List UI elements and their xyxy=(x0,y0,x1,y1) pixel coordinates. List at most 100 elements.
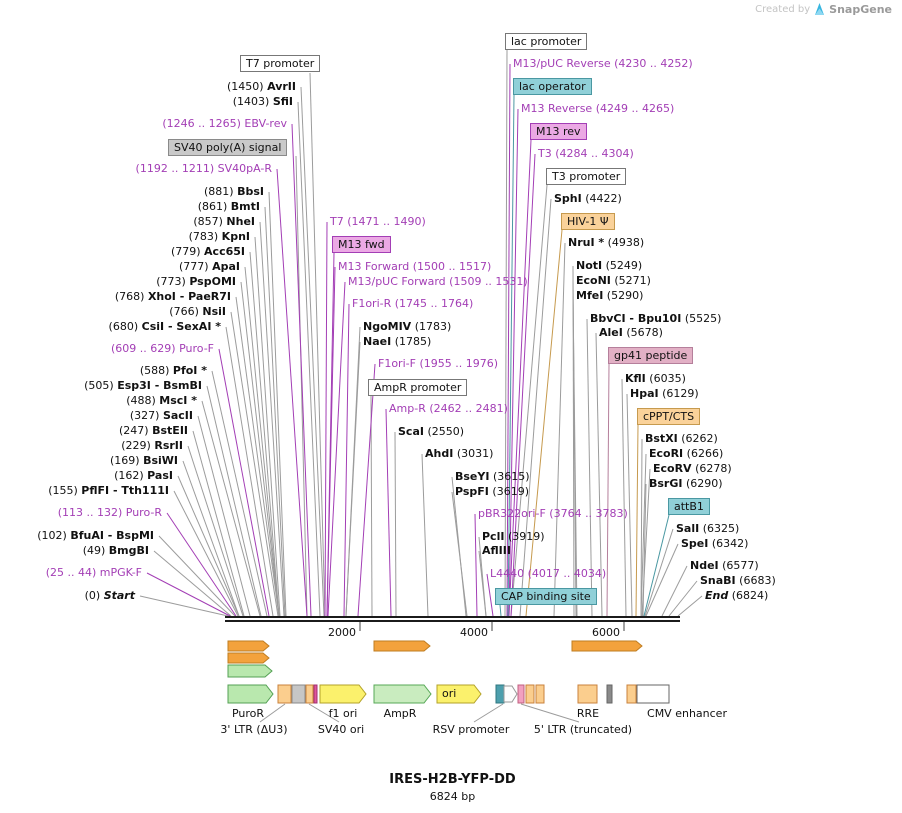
primer-name: T3 xyxy=(538,147,552,160)
primer-name: L4440 xyxy=(490,567,525,580)
primer-name: SV40pA-R xyxy=(217,162,272,175)
site-pos: (777) xyxy=(179,260,209,273)
primer-label-f1ori-r: F1ori-R (1745 .. 1764) xyxy=(352,297,473,311)
feature-cmv-box xyxy=(636,684,670,704)
feature-dark-box xyxy=(606,684,613,704)
site-pos: (3031) xyxy=(456,447,494,460)
feature-caption-puror: PuroR xyxy=(231,707,265,720)
site-pos: (102) xyxy=(37,529,67,542)
primer-pos: (1500 .. 1517) xyxy=(412,260,492,273)
primer-label-puro-f: (609 .. 629) Puro-F xyxy=(0,342,214,356)
feature-cppt-box xyxy=(626,684,637,704)
site-pos: (773) xyxy=(156,275,186,288)
primer-label-t3: T3 (4284 .. 4304) xyxy=(538,147,634,161)
site-name: BsrGI xyxy=(649,477,683,490)
site-label-afliii: AflIII xyxy=(482,544,511,558)
site-pos: (6266) xyxy=(686,447,724,460)
end-name: End xyxy=(705,589,729,602)
primer-pos: (1745 .. 1764) xyxy=(394,297,474,310)
feature-label-attb1: attB1 xyxy=(668,498,710,515)
primer-pos: (1246 .. 1265) xyxy=(162,117,241,130)
feature-label-t7-promoter: T7 promoter xyxy=(240,55,321,72)
site-label-ecorv: EcoRV (6278) xyxy=(653,462,732,476)
created-by-text: Created by xyxy=(755,4,811,15)
feature-ltr3-box-b xyxy=(291,684,306,704)
primer-name: Amp-R xyxy=(389,402,426,415)
site-name: AleI xyxy=(599,326,623,339)
primer-name: Puro-R xyxy=(125,506,162,519)
feature-sv40ori-box xyxy=(305,684,314,704)
feature-ltr5-box xyxy=(517,684,525,704)
feature-caption-rre: RRE xyxy=(576,707,600,720)
site-name: NaeI xyxy=(363,335,392,348)
orange-arrow-right xyxy=(571,640,643,652)
site-label-ndei: NdeI (6577) xyxy=(690,559,759,573)
primer-label-mpgk-f: (25 .. 44) mPGK-F xyxy=(0,566,142,580)
primer-pos: (1509 .. 1531) xyxy=(449,275,528,288)
primer-label-m13-puc-reverse: M13/pUC Reverse (4230 .. 4252) xyxy=(513,57,693,71)
primer-label-pbr322ori-f: pBR322ori-F (3764 .. 3783) xyxy=(478,507,628,521)
site-name: EcoRI xyxy=(649,447,684,460)
site-pos: (6342) xyxy=(711,537,749,550)
site-pos: (5271) xyxy=(614,274,651,287)
site-pos: (857) xyxy=(193,215,223,228)
site-label-pspfi: PspFI (3619) xyxy=(455,485,529,499)
site-name: PflFI - Tth111I xyxy=(81,484,169,497)
snapgene-logo-icon xyxy=(815,3,825,15)
site-pos: (6035) xyxy=(649,372,686,385)
site-label-sacii: (327) SacII xyxy=(0,409,193,423)
leader-lines-primer xyxy=(146,63,536,617)
site-name: PclI xyxy=(482,530,505,543)
site-name: SnaBI xyxy=(700,574,736,587)
site-pos: (505) xyxy=(84,379,114,392)
site-pos: (6577) xyxy=(722,559,759,572)
site-label-msci: (488) MscI * xyxy=(0,394,197,408)
end-pos: (6824) xyxy=(731,589,769,602)
primer-pos: (25 .. 44) xyxy=(45,566,97,579)
site-pos: (680) xyxy=(108,320,139,333)
site-label-ngomiv: NgoMIV (1783) xyxy=(363,320,451,334)
axis-tick-label-4000: 4000 xyxy=(460,626,488,639)
site-label-sphi: SphI (4422) xyxy=(554,192,622,206)
site-pos: (6278) xyxy=(695,462,732,475)
feature-label-cap-binding-site: CAP binding site xyxy=(495,588,597,605)
feature-label-hiv1-psi: HIV-1 Ψ xyxy=(561,213,615,230)
orange-arrow-left-2 xyxy=(227,652,270,664)
primer-label-m13-reverse: M13 Reverse (4249 .. 4265) xyxy=(521,102,674,116)
primer-label-m13-puc-forward: M13/pUC Forward (1509 .. 1531) xyxy=(348,275,528,289)
site-label-csii-sexai: (680) CsiI - SexAI * xyxy=(0,320,221,334)
site-pos: (3615) xyxy=(492,470,530,483)
site-name: BmtI xyxy=(230,200,260,213)
primer-label-m13-forward: M13 Forward (1500 .. 1517) xyxy=(338,260,491,274)
site-pos: (155) xyxy=(48,484,78,497)
site-pos: (4422) xyxy=(585,192,622,205)
site-pos: (861) xyxy=(197,200,228,213)
axis-tick-label-6000: 6000 xyxy=(592,626,620,639)
primer-label-l4440: L4440 (4017 .. 4034) xyxy=(490,567,606,581)
site-label-bbsi: (881) BbsI xyxy=(0,185,264,199)
site-name: XhoI - PaeR7I xyxy=(147,290,231,303)
map-end-label: End (6824) xyxy=(705,589,768,603)
site-label-bstxi: BstXI (6262) xyxy=(645,432,718,446)
site-name: BmgBI xyxy=(108,544,149,557)
site-label-bsrgi: BsrGI (6290) xyxy=(649,477,723,491)
feature-label-lac-promoter: lac promoter xyxy=(505,33,588,50)
site-label-xhoi-paer7i: (768) XhoI - PaeR7I xyxy=(0,290,231,304)
leader-lines-binding-site xyxy=(499,94,670,617)
site-label-esp3i-bsmbi: (505) Esp3I - BsmBI xyxy=(0,379,202,393)
site-pos: (162) xyxy=(114,469,144,482)
site-pos: (169) xyxy=(109,454,140,467)
site-label-pcli: PclI (3919) xyxy=(482,530,545,544)
site-label-avrii: (1450) AvrII xyxy=(0,80,296,94)
backbone-line xyxy=(225,616,680,622)
site-pos: (6325) xyxy=(702,522,740,535)
site-name: NheI xyxy=(226,215,255,228)
snapgene-brand-text: SnapGene xyxy=(829,3,892,16)
site-name: BsiWI xyxy=(143,454,178,467)
site-name: NdeI xyxy=(690,559,719,572)
site-label-naei: NaeI (1785) xyxy=(363,335,431,349)
primer-label-f1ori-f: F1ori-F (1955 .. 1976) xyxy=(378,357,498,371)
feature-ampr-arrow xyxy=(373,684,432,704)
